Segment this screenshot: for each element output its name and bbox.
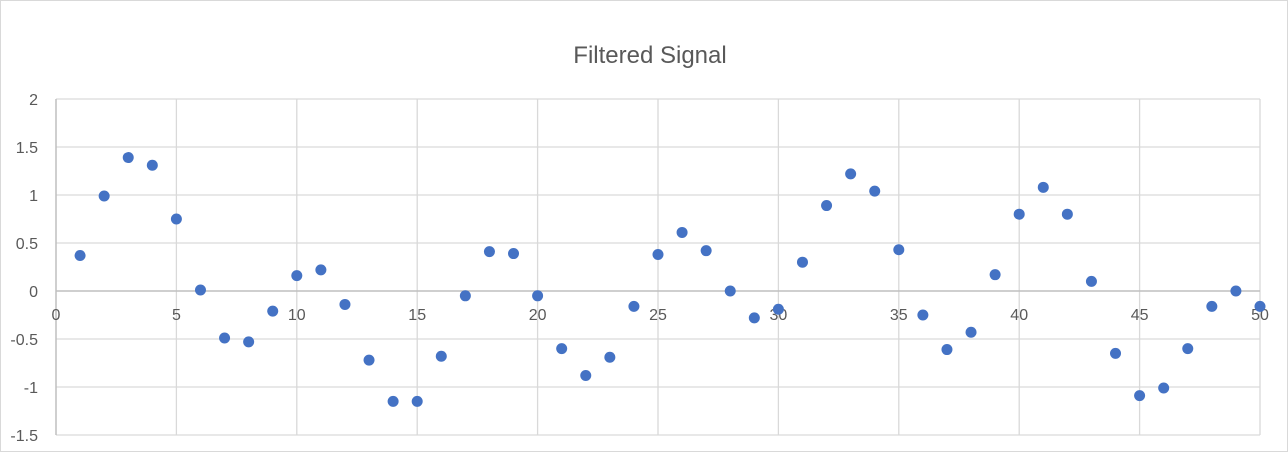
data-point <box>989 269 1001 281</box>
data-point <box>1061 208 1073 220</box>
data-point <box>676 226 688 238</box>
data-point <box>1134 390 1146 402</box>
data-point <box>580 369 592 381</box>
x-tick-label: 10 <box>288 307 306 324</box>
data-point <box>1230 285 1242 297</box>
data-point <box>339 298 351 310</box>
y-tick-label: 1 <box>29 188 38 205</box>
data-point <box>146 159 158 171</box>
data-point <box>267 305 279 317</box>
data-point <box>387 395 399 407</box>
y-tick-label: -0.5 <box>10 332 38 349</box>
data-point <box>821 200 833 212</box>
data-point <box>483 246 495 258</box>
data-point <box>869 185 881 197</box>
x-tick-label: 15 <box>408 307 426 324</box>
x-tick-label: 25 <box>649 307 667 324</box>
data-points <box>74 152 1266 407</box>
x-tick-label: 40 <box>1010 307 1028 324</box>
data-point <box>459 290 471 302</box>
data-point <box>724 285 736 297</box>
x-tick-label: 0 <box>52 307 61 324</box>
y-tick-label: -1 <box>24 380 38 397</box>
data-point <box>700 245 712 257</box>
x-tick-label: 50 <box>1251 307 1269 324</box>
data-point <box>796 256 808 268</box>
y-tick-label: -1.5 <box>10 428 38 445</box>
x-tick-label: 45 <box>1131 307 1149 324</box>
data-point <box>893 244 905 256</box>
data-point <box>122 152 134 164</box>
data-point <box>941 344 953 356</box>
data-point <box>1110 347 1122 359</box>
data-point <box>1013 208 1025 220</box>
gridlines <box>55 98 1261 436</box>
data-point <box>748 312 760 324</box>
data-point <box>363 354 375 366</box>
y-tick-label: 2 <box>29 92 38 109</box>
y-tick-label: 0 <box>29 284 38 301</box>
data-point <box>845 168 857 180</box>
tick-labels: 21.510.50-0.5-1-1.50 5 10 15 20 25 30 35 40 45 50 <box>10 92 1269 445</box>
data-point <box>219 332 231 344</box>
chart-title: Filtered Signal <box>573 42 726 69</box>
data-point <box>74 249 86 261</box>
data-point <box>604 351 616 363</box>
data-point <box>291 270 303 282</box>
data-point <box>628 300 640 312</box>
data-point <box>194 284 206 296</box>
data-point <box>1254 300 1266 312</box>
data-point <box>772 303 784 315</box>
data-point <box>1206 300 1218 312</box>
data-point <box>1158 382 1170 394</box>
data-point <box>532 290 544 302</box>
data-point <box>652 249 664 261</box>
data-point <box>508 248 520 260</box>
data-point <box>435 350 447 362</box>
x-tick-label: 35 <box>890 307 908 324</box>
y-tick-label: 1.5 <box>16 140 38 157</box>
x-tick-label: 5 <box>172 307 181 324</box>
y-tick-label: 0.5 <box>16 236 38 253</box>
data-point <box>917 309 929 321</box>
data-point <box>243 336 255 348</box>
data-point <box>411 395 423 407</box>
x-tick-label: 20 <box>529 307 547 324</box>
data-point <box>1037 181 1049 193</box>
data-point <box>98 190 110 202</box>
data-point <box>1182 343 1194 355</box>
data-point <box>1085 275 1097 287</box>
data-point <box>315 264 327 276</box>
data-point <box>556 343 568 355</box>
data-point <box>965 326 977 338</box>
data-point <box>170 213 182 225</box>
